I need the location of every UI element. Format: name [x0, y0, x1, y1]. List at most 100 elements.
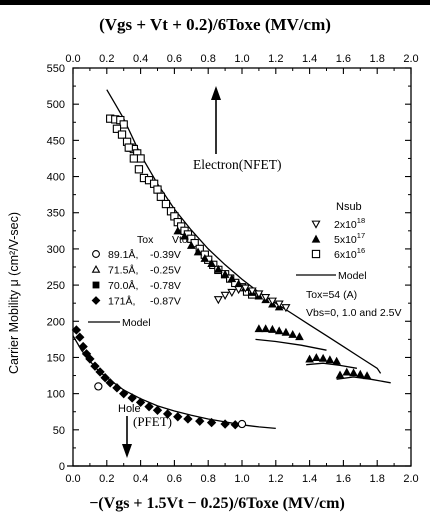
legend-right-model-label: Model	[338, 270, 367, 282]
data-point	[173, 412, 183, 422]
x-bottom-tick-label: 1.6	[336, 473, 351, 485]
hole-label: Hole	[118, 403, 141, 415]
data-point	[355, 369, 365, 378]
legend-right-label: 2x1018	[334, 216, 365, 231]
data-point	[144, 401, 154, 412]
x-bottom-tick-label: 0.4	[133, 473, 148, 485]
data-point	[81, 349, 92, 359]
data-point	[268, 324, 277, 333]
data-point	[261, 324, 270, 333]
legend-left-vto: Vto	[172, 234, 188, 246]
legend-left-marker	[92, 250, 100, 258]
data-point	[153, 185, 162, 194]
data-point	[134, 165, 144, 174]
y-tick-label: 350	[47, 208, 65, 220]
legend-right-marker	[311, 220, 321, 229]
data-point	[214, 264, 223, 273]
top-border	[0, 0, 430, 5]
electron-arrowhead	[211, 86, 221, 100]
model-curve	[106, 89, 382, 374]
legend-right-header: Nsub	[336, 201, 362, 213]
data-point	[254, 324, 264, 333]
y-tick-label: 50	[53, 425, 65, 437]
x-bottom-tick-label: 0.2	[99, 473, 114, 485]
legend-left-vto-value: -0.87V	[150, 296, 181, 308]
x-top-tick-label: 0.4	[133, 53, 148, 65]
x-bottom-tick-label: 0.8	[201, 473, 216, 485]
data-point	[261, 293, 271, 303]
data-point	[94, 382, 103, 391]
x-top-tick-label: 1.4	[302, 53, 317, 65]
data-point	[112, 383, 122, 393]
data-point	[162, 409, 173, 419]
data-point	[335, 370, 345, 379]
data-point	[325, 355, 335, 364]
data-point	[117, 130, 127, 139]
data-point	[274, 300, 284, 309]
bottom-axis-label: −(Vgs + 1.5Vt − 0.25)/6Toxe (MV/cm)	[89, 495, 345, 512]
data-point	[342, 367, 352, 376]
data-point	[230, 420, 240, 430]
data-point	[152, 405, 163, 415]
y-tick-label: 250	[47, 280, 65, 292]
legend-right-label: 6x1016	[334, 246, 365, 261]
data-point	[71, 325, 82, 335]
legend-right-note1: Tox=54 (A)	[306, 289, 357, 301]
data-point	[156, 192, 166, 201]
data-point	[119, 120, 128, 129]
data-point	[240, 284, 250, 293]
legend-left-tox-value: 70.0Å,	[108, 279, 138, 292]
x-bottom-tick-label: 0.6	[167, 473, 182, 485]
x-top-tick-label: 1.0	[234, 53, 249, 65]
data-point	[186, 240, 196, 249]
legend-right-exponent: 16	[357, 246, 365, 255]
data-point	[318, 353, 328, 362]
data-point	[193, 247, 203, 256]
data-point	[78, 341, 88, 352]
model-curve	[255, 338, 327, 351]
data-point	[295, 332, 304, 341]
data-point	[207, 259, 216, 267]
data-point	[127, 393, 137, 403]
x-top-tick-label: 1.2	[268, 53, 283, 65]
data-point	[312, 353, 321, 362]
data-point	[247, 287, 257, 296]
data-point	[234, 286, 244, 295]
data-point	[180, 231, 189, 240]
data-point	[267, 297, 277, 306]
data-point	[362, 371, 372, 380]
x-top-tick-label: 1.6	[336, 53, 351, 65]
electron-label: Electron(NFET)	[193, 157, 281, 172]
data-point	[281, 304, 291, 313]
data-point	[281, 327, 291, 336]
data-point	[220, 269, 230, 278]
legend-left-vto-value: -0.25V	[150, 265, 181, 277]
data-point	[161, 199, 171, 209]
legend-left: Tox Vto 89.1Å, -0.39V 71.5Å, -0.25V 70.0Å, -0…	[88, 234, 188, 329]
data-point	[305, 354, 314, 363]
x-bottom-tick-label: 1.4	[302, 473, 317, 485]
model-curve	[72, 335, 276, 430]
data-point	[288, 329, 298, 338]
x-bottom-tick-label: 1.8	[370, 473, 385, 485]
data-point	[100, 373, 110, 383]
y-tick-label: 200	[47, 316, 65, 328]
y-tick-label: 400	[47, 172, 65, 184]
x-top-tick-label: 1.8	[370, 53, 385, 65]
legend-right-exponent: 18	[357, 216, 365, 225]
legend-left-vto-value: -0.78V	[150, 280, 181, 292]
data-point	[274, 326, 284, 335]
y-tick-label: 0	[59, 461, 65, 473]
data-points	[71, 114, 372, 430]
data-point	[254, 290, 264, 299]
model-curve	[306, 362, 358, 369]
x-bottom-tick-label: 1.0	[234, 473, 249, 485]
data-point	[90, 361, 100, 371]
legend-left-tox-value: 71.5Å,	[108, 264, 138, 277]
legend-right-marker	[311, 234, 321, 243]
data-point	[200, 253, 210, 262]
y-tick-label: 300	[47, 244, 65, 256]
data-point	[237, 419, 247, 429]
